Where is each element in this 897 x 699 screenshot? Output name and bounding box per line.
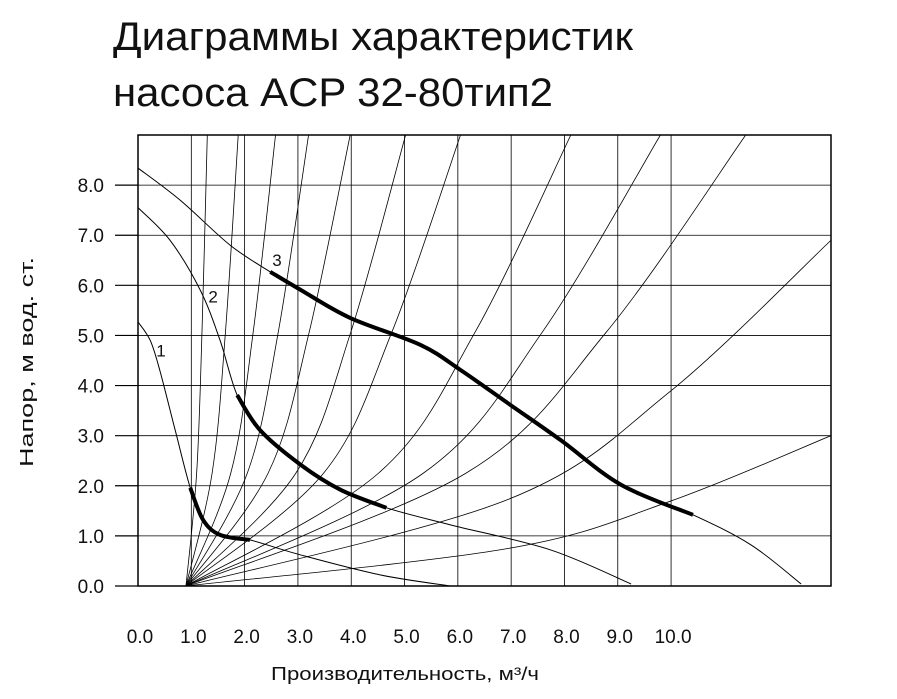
curve xyxy=(185,135,572,586)
y-tick-label: 1.0 xyxy=(78,527,104,548)
curve xyxy=(185,135,208,586)
curve xyxy=(185,435,831,586)
x-tick-label: 7.0 xyxy=(500,627,526,648)
curve xyxy=(269,270,694,517)
x-tick-label: 6.0 xyxy=(447,627,473,648)
curve xyxy=(185,135,239,586)
x-tick-label: 4.0 xyxy=(340,627,366,648)
curve-label: 2 xyxy=(208,287,217,306)
x-tick-label: 9.0 xyxy=(607,627,633,648)
y-tick-label: 5.0 xyxy=(78,326,104,347)
x-tick-label: 5.0 xyxy=(393,627,419,648)
chart-subtitle: насоса ACP 32-80тип2 xyxy=(113,71,553,115)
x-axis-label: Производительность, м³/ч xyxy=(271,664,539,684)
plot-frame xyxy=(137,134,832,587)
curve xyxy=(185,135,276,586)
chart-title: Диаграммы характеристик xyxy=(113,15,634,59)
curve-label: 3 xyxy=(272,251,281,270)
y-tick-label: 7.0 xyxy=(78,226,104,247)
y-tick-label: 8.0 xyxy=(78,176,104,197)
x-tick-label: 1.0 xyxy=(180,627,206,648)
curve xyxy=(185,135,747,586)
curve xyxy=(185,239,831,586)
y-tick-label: 0.0 xyxy=(78,577,104,598)
curve xyxy=(235,393,388,510)
curve xyxy=(185,135,461,586)
x-tick-label: 10.0 xyxy=(655,627,692,648)
y-tick-label: 6.0 xyxy=(78,276,104,297)
curve xyxy=(185,135,406,586)
x-tick-label: 2.0 xyxy=(233,627,259,648)
curve xyxy=(185,135,351,586)
x-tick-label: 0.0 xyxy=(127,627,153,648)
x-tick-label: 3.0 xyxy=(287,627,313,648)
curve xyxy=(185,135,309,586)
y-tick-label: 4.0 xyxy=(78,377,104,398)
x-tick-label: 8.0 xyxy=(553,627,579,648)
y-tick-label: 2.0 xyxy=(78,477,104,498)
curve-label: 1 xyxy=(156,341,165,360)
curve xyxy=(185,135,661,586)
y-tick-label: 3.0 xyxy=(78,427,104,448)
curve xyxy=(188,487,251,542)
y-axis-label: Напор, м вод. ст. xyxy=(17,257,37,467)
